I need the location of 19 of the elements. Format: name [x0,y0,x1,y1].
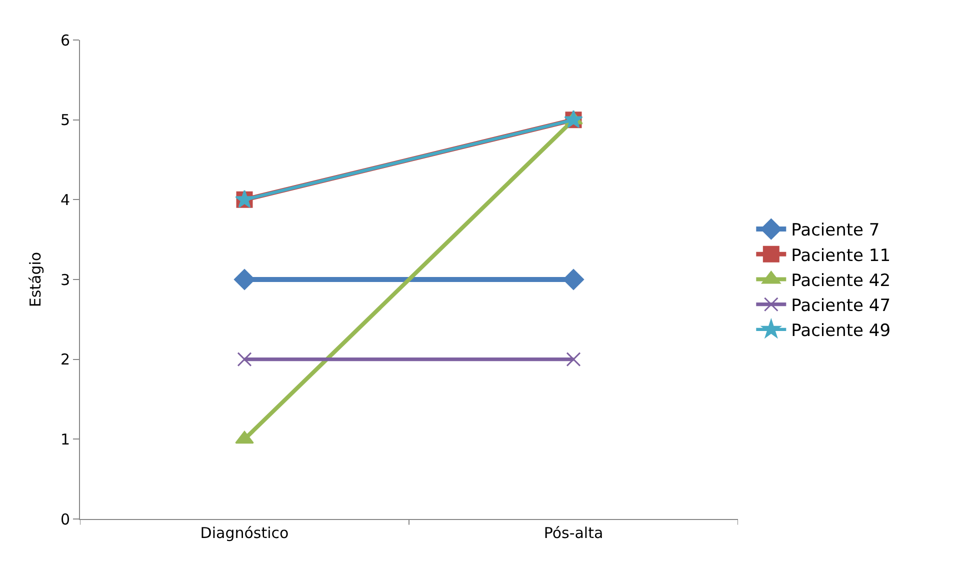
y-tick-label: 6 [60,31,70,50]
legend-label: Paciente 49 [791,321,891,342]
y-tick-label: 3 [60,270,70,289]
point [237,352,252,367]
y-tick-label: 5 [60,111,70,130]
legend-label: Paciente 47 [791,296,891,316]
y-axis-title: Estágio [26,252,45,308]
point [566,352,581,367]
legend-label: Paciente 42 [791,270,891,291]
x-tick-label: Diagnóstico [200,524,289,542]
legend-label: Paciente 11 [791,246,891,266]
point [563,269,584,290]
y-tick-label: 1 [60,430,70,448]
y-tick-label: 2 [60,350,70,369]
legend-label: Paciente 7 [791,220,880,241]
y-tick-label: 0 [60,510,70,528]
x-tick-label: Pós-alta [544,524,604,542]
y-tick-label: 4 [60,190,70,209]
point [234,269,255,290]
